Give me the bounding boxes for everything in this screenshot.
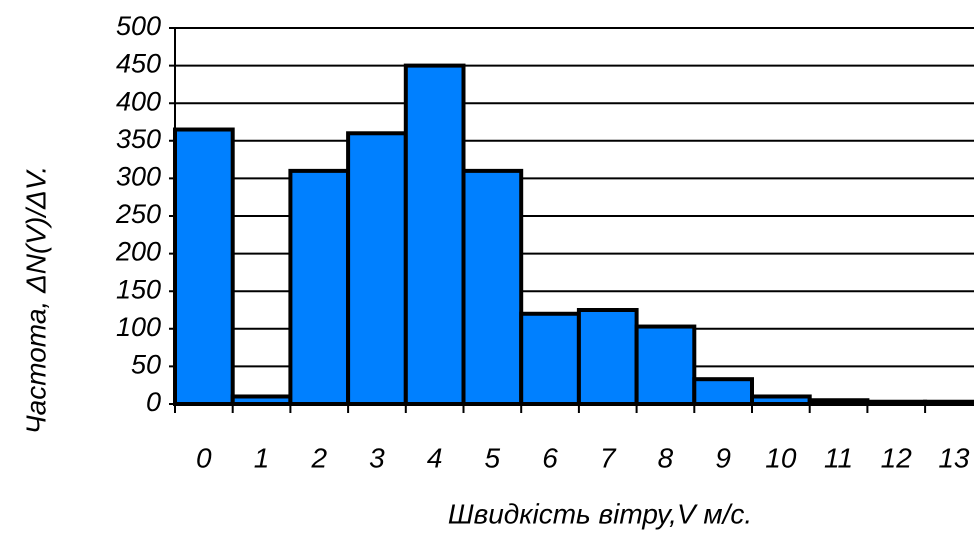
y-tick-label: 250 bbox=[115, 199, 161, 229]
bar bbox=[692, 377, 754, 406]
bar bbox=[230, 394, 293, 407]
y-tick-label: 450 bbox=[116, 49, 161, 79]
y-tick-label: 200 bbox=[115, 237, 161, 267]
bar bbox=[519, 311, 581, 407]
x-tick-label: 13 bbox=[938, 442, 970, 473]
bar bbox=[634, 324, 697, 407]
y-tick-label: 350 bbox=[116, 124, 161, 154]
x-tick-label: 1 bbox=[254, 442, 270, 473]
bar bbox=[346, 131, 408, 406]
y-tick-label: 100 bbox=[116, 312, 161, 342]
y-tick-label: 500 bbox=[116, 11, 161, 41]
y-tick-label: 150 bbox=[116, 274, 161, 304]
y-tick-label: 50 bbox=[131, 350, 161, 380]
y-tick-label: 0 bbox=[146, 387, 161, 417]
x-tick-label: 10 bbox=[765, 442, 797, 473]
x-tick-label: 6 bbox=[542, 442, 558, 473]
x-tick-label: 11 bbox=[824, 442, 853, 473]
x-axis-title: Швидкість вітру,V м/с. bbox=[448, 498, 752, 529]
bar bbox=[403, 63, 466, 406]
x-tick-label: 3 bbox=[369, 442, 385, 473]
x-tick-label: 12 bbox=[881, 442, 913, 473]
x-tick-label: 7 bbox=[600, 442, 617, 473]
bar bbox=[576, 308, 639, 406]
bar bbox=[173, 127, 235, 407]
x-tick-label: 2 bbox=[310, 442, 327, 473]
x-tick-label: 8 bbox=[658, 442, 674, 473]
x-tick-label: 4 bbox=[427, 442, 443, 473]
bar bbox=[750, 394, 812, 407]
y-tick-label: 400 bbox=[116, 86, 161, 116]
x-tick-label: 5 bbox=[485, 442, 501, 473]
bar bbox=[288, 168, 351, 406]
x-tick-label: 9 bbox=[715, 442, 731, 473]
x-tick-label: 0 bbox=[196, 442, 212, 473]
bar bbox=[461, 168, 524, 406]
y-axis-title: Частота, ΔN(V)/ΔV. bbox=[20, 166, 51, 434]
y-tick-label: 300 bbox=[116, 162, 161, 192]
